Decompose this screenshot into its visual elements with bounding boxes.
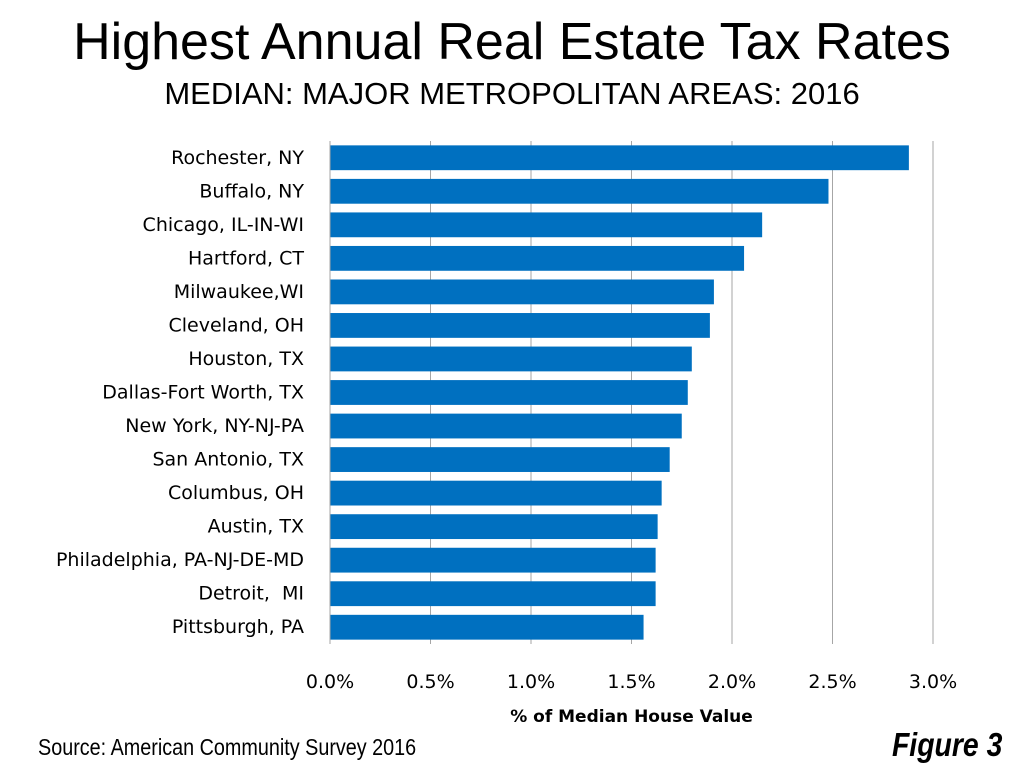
- category-label: Houston, TX: [188, 348, 304, 370]
- bar: [330, 581, 656, 607]
- category-label: Buffalo, NY: [199, 180, 304, 202]
- category-label: Pittsburgh, PA: [172, 616, 304, 638]
- category-label: Austin, TX: [208, 516, 304, 538]
- chart-title: Highest Annual Real Estate Tax Rates: [73, 13, 951, 71]
- category-label: Chicago, IL-IN-WI: [143, 214, 304, 236]
- bar: [330, 145, 909, 171]
- bar: [330, 279, 714, 305]
- category-label: Dallas-Fort Worth, TX: [102, 382, 304, 404]
- category-label: Columbus, OH: [168, 482, 304, 504]
- x-axis-title: % of Median House Value: [510, 707, 753, 727]
- category-label: Milwaukee,WI: [174, 281, 304, 303]
- category-label: San Antonio, TX: [152, 449, 304, 471]
- bar: [330, 547, 656, 573]
- bar: [330, 614, 644, 640]
- category-label: New York, NY-NJ-PA: [125, 415, 304, 437]
- category-label: Philadelphia, PA-NJ-DE-MD: [56, 549, 304, 571]
- x-tick-label: 3.0%: [909, 671, 957, 693]
- bar: [330, 313, 710, 338]
- x-tick-label: 0.0%: [306, 671, 354, 693]
- bar: [330, 447, 670, 472]
- x-tick-label: 2.5%: [808, 671, 856, 693]
- bar: [330, 480, 662, 506]
- category-label: Cleveland, OH: [168, 314, 304, 336]
- bar: [330, 245, 745, 271]
- source-note: Source: American Community Survey 2016: [38, 734, 417, 760]
- x-tick-label: 1.5%: [607, 671, 655, 693]
- bar: [330, 212, 763, 238]
- x-tick-label: 0.5%: [406, 671, 454, 693]
- category-label: Hartford, CT: [188, 247, 304, 269]
- bar: [330, 380, 688, 405]
- category-label: Detroit, MI: [198, 583, 304, 605]
- bar: [330, 178, 829, 204]
- bar: [330, 413, 682, 439]
- figure-label: Figure 3: [891, 726, 1002, 763]
- chart-subtitle: MEDIAN: MAJOR METROPOLITAN AREAS: 2016: [164, 76, 860, 111]
- bar: [330, 346, 692, 372]
- x-tick-label: 2.0%: [708, 671, 756, 693]
- category-label: Rochester, NY: [171, 147, 304, 169]
- bar: [330, 514, 658, 540]
- x-tick-label: 1.0%: [507, 671, 555, 693]
